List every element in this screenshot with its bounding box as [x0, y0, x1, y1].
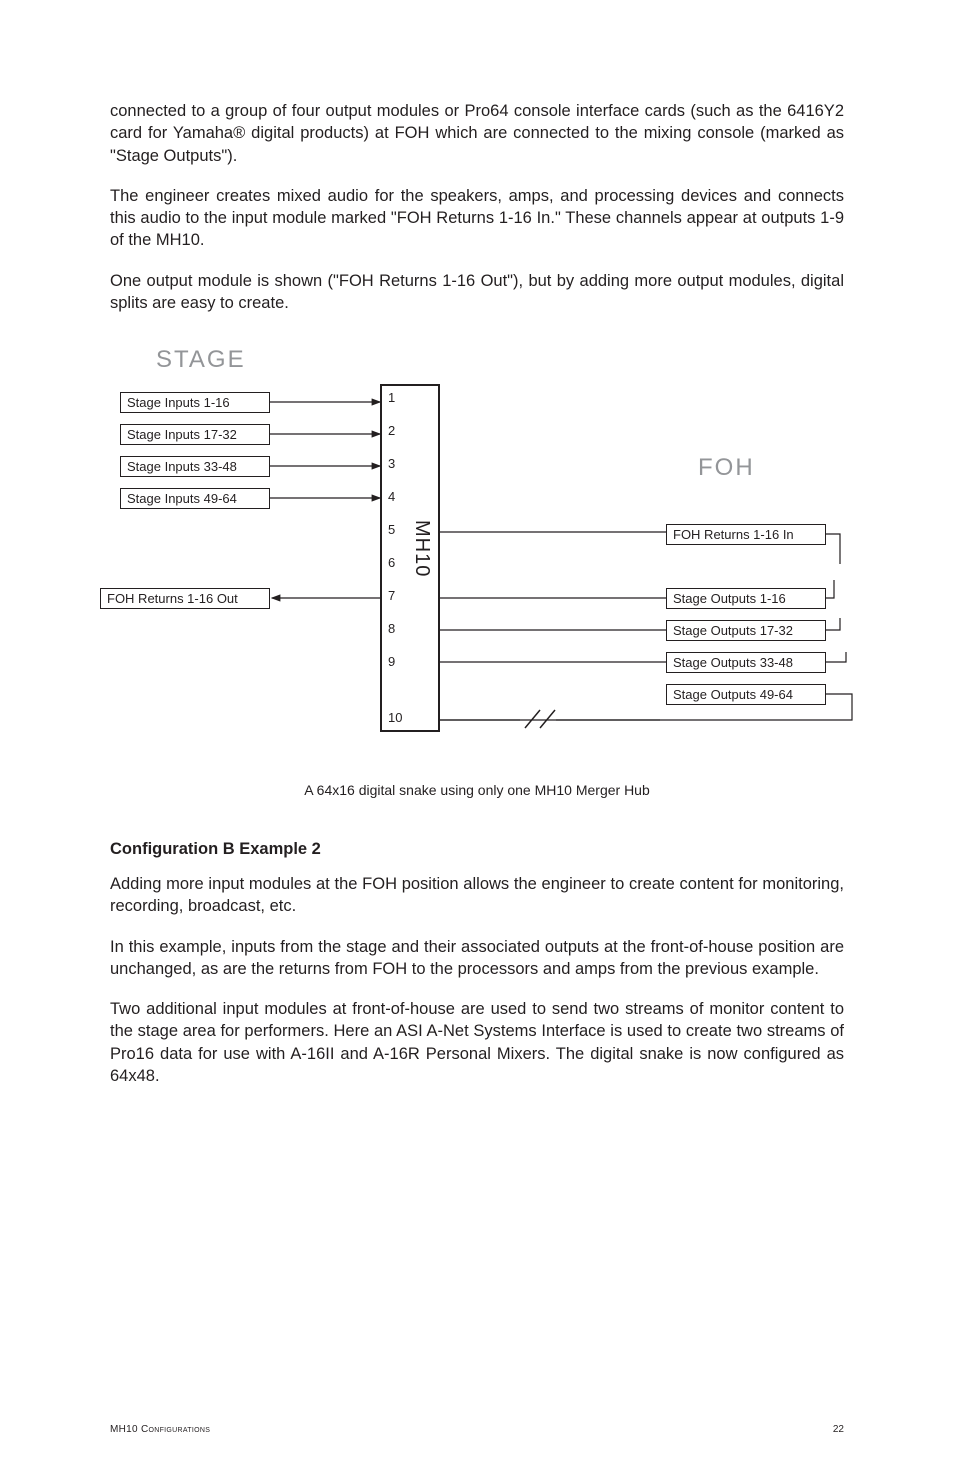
footer-section: MH10 Configurations	[110, 1424, 210, 1435]
footer-page-number: 22	[833, 1424, 844, 1435]
paragraph-6: Two additional input modules at front-of…	[110, 998, 844, 1087]
paragraph-2: The engineer creates mixed audio for the…	[110, 185, 844, 252]
diagram-wires	[100, 332, 840, 772]
paragraph-5: In this example, inputs from the stage a…	[110, 936, 844, 981]
heading-config-b: Configuration B Example 2	[110, 840, 844, 859]
paragraph-1: connected to a group of four output modu…	[110, 100, 844, 167]
snake-diagram: STAGE FOH Stage Inputs 1-16 Stage Inputs…	[100, 332, 840, 772]
paragraph-4: Adding more input modules at the FOH pos…	[110, 873, 844, 918]
paragraph-3: One output module is shown ("FOH Returns…	[110, 270, 844, 315]
page-footer: MH10 Configurations 22	[110, 1424, 844, 1435]
diagram-caption: A 64x16 digital snake using only one MH1…	[110, 782, 844, 798]
